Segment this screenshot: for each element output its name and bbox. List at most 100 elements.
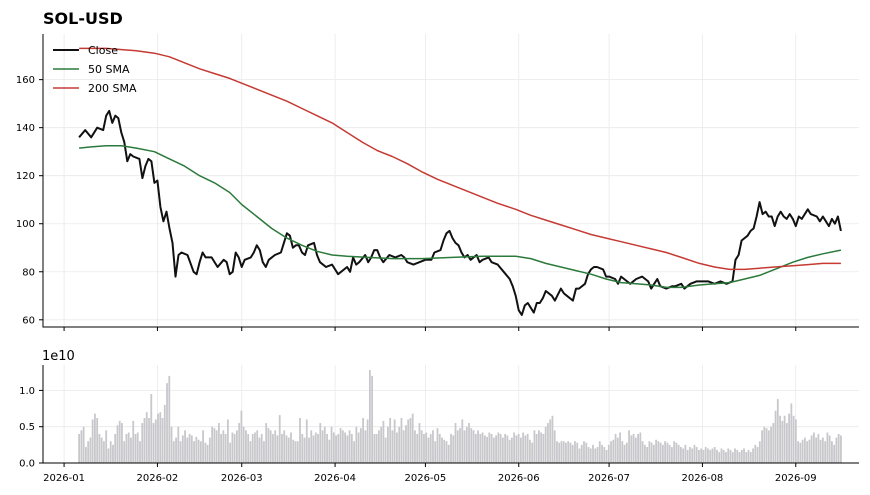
volume-bar	[556, 441, 558, 463]
volume-bar	[740, 449, 743, 463]
volume-bar	[637, 433, 639, 463]
volume-bar	[616, 437, 619, 463]
volume-bar	[538, 430, 540, 463]
volume-bar	[233, 433, 236, 463]
volume-bar	[729, 449, 732, 463]
volume-bar	[682, 448, 685, 463]
volume-bar	[123, 441, 126, 463]
volume-bar	[355, 426, 358, 463]
volume-bar	[492, 437, 495, 463]
legend-label-close: Close	[88, 44, 118, 57]
volume-bar	[713, 447, 716, 463]
price-axis-spine	[42, 34, 859, 328]
volume-bar	[346, 435, 349, 463]
volume-bar	[100, 437, 103, 463]
volume-bar	[497, 432, 500, 463]
xtick-label: 2026-05	[405, 473, 447, 484]
volume-bar	[749, 452, 752, 463]
xtick-label: 2026-04	[314, 473, 356, 484]
volume-bar	[319, 423, 322, 463]
volume-bar	[335, 435, 337, 463]
volume-bar	[761, 430, 763, 463]
volume-bar	[245, 430, 247, 463]
volume-bar	[368, 370, 371, 463]
volume-bar	[799, 442, 802, 463]
volume-bar	[495, 435, 497, 463]
volume-bar	[344, 432, 346, 463]
volume-bar	[454, 423, 457, 463]
volume-bar	[359, 428, 362, 463]
volume-bar	[78, 433, 81, 463]
volume-bar	[623, 444, 626, 463]
volume-bar	[806, 441, 809, 463]
volume-bar	[170, 426, 173, 463]
volume-bar	[441, 437, 443, 463]
volume-bar	[247, 433, 250, 463]
volume-bar	[432, 430, 434, 463]
volume-bar	[188, 433, 191, 463]
volume-bar	[479, 433, 482, 463]
volume-bar	[443, 439, 446, 463]
volume-bar	[831, 441, 833, 463]
volume-bar	[596, 447, 599, 463]
volume-bar	[504, 433, 507, 463]
volume-bar	[276, 435, 279, 463]
volume-bar	[348, 430, 351, 463]
volume-bar	[695, 447, 698, 463]
volume-bar	[213, 428, 216, 463]
volume-ytick-label: 0.0	[19, 459, 35, 470]
volume-bar	[704, 447, 707, 463]
volume-bar	[560, 441, 563, 463]
series-line-close	[78, 109, 842, 316]
volume-bar	[215, 430, 218, 463]
volume-bar	[91, 419, 94, 463]
volume-bar	[143, 417, 146, 463]
volume-bar	[384, 437, 387, 463]
volume-bar	[835, 437, 838, 463]
volume-offset-label: 1e10	[42, 349, 75, 364]
volume-bar	[159, 412, 162, 463]
xtick-label: 2026-03	[221, 473, 263, 484]
volume-bar	[148, 417, 150, 463]
volume-bar	[630, 435, 633, 463]
volume-bar	[425, 432, 428, 463]
volume-bar	[772, 423, 775, 463]
volume-bar	[136, 432, 139, 463]
volume-bar	[587, 447, 590, 463]
volume-bar	[513, 432, 516, 463]
volume-bar	[402, 430, 405, 463]
volume-bar	[436, 428, 439, 463]
volume-bar	[341, 430, 344, 463]
volume-bar	[294, 441, 297, 463]
volume-bar	[98, 433, 101, 463]
volume-bar	[824, 441, 827, 463]
volume-bar	[217, 423, 220, 463]
volume-ytick-label: 1.0	[19, 386, 35, 397]
volume-bar	[734, 448, 736, 463]
volume-bar	[150, 394, 153, 463]
volume-bar	[94, 413, 96, 463]
volume-bar	[675, 442, 678, 463]
volume-bar	[562, 441, 565, 463]
volume-bar	[154, 419, 157, 463]
xtick-label: 2026-08	[682, 473, 724, 484]
volume-bar	[208, 437, 211, 463]
volume-bar	[691, 448, 694, 463]
volume-bar	[254, 432, 256, 463]
volume-bar	[612, 439, 615, 463]
volume-bar	[222, 430, 225, 463]
volume-bar	[531, 442, 534, 463]
volume-bar	[163, 404, 166, 463]
volume-bar	[283, 430, 286, 463]
volume-bar	[193, 441, 195, 463]
volume-bar	[603, 447, 606, 463]
volume-bar	[506, 435, 509, 463]
volume-bar	[574, 441, 576, 463]
volume-bar	[202, 430, 204, 463]
volume-bar	[240, 410, 243, 463]
volume-bar	[184, 430, 186, 463]
volume-bar	[490, 433, 493, 463]
volume-bar	[121, 423, 123, 463]
volume-axes: 2026-01 2026-02 2026-03 2026-04 2026-05 2026-…	[19, 365, 859, 484]
